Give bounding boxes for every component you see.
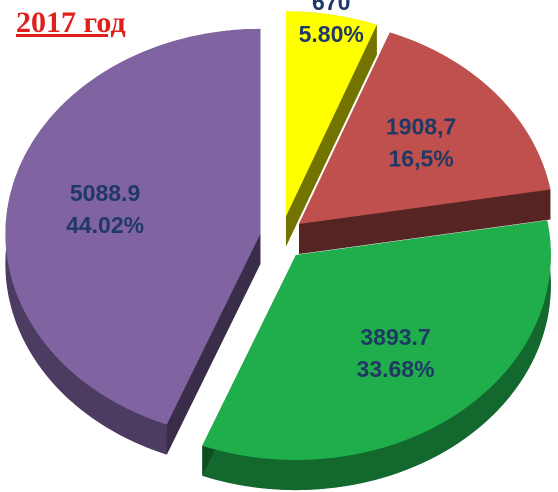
slice — [298, 32, 551, 255]
slice-cut — [298, 189, 551, 255]
slice-cut — [285, 24, 377, 247]
percentage-label: 44.02% — [66, 212, 144, 238]
slice-top — [285, 11, 377, 217]
slice — [285, 11, 377, 247]
slice — [202, 220, 551, 491]
percentage-label: 33.68% — [357, 356, 435, 382]
chart-title: 2017 год — [16, 6, 126, 39]
slice-top — [5, 28, 261, 425]
value-label: 670 — [312, 0, 350, 15]
value-label: 5088.9 — [70, 180, 140, 206]
slice-side — [202, 220, 551, 491]
value-label: 1908,7 — [386, 113, 456, 139]
slice-top — [298, 32, 551, 225]
slice-top — [202, 220, 551, 461]
percentage-label: 16,5% — [389, 145, 454, 171]
slice-cut — [166, 233, 261, 455]
slice — [5, 28, 261, 455]
percentage-label: 5.80% — [299, 21, 364, 47]
value-label: 3893.7 — [360, 324, 430, 350]
